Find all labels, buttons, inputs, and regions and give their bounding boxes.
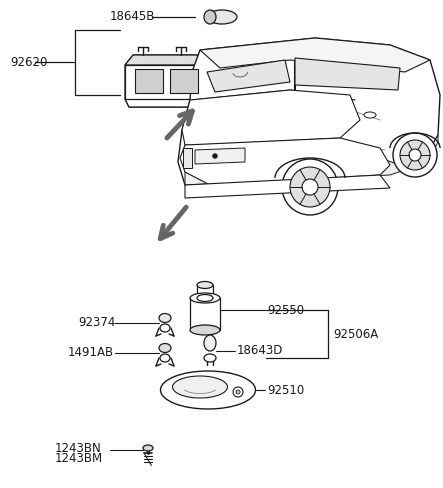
Ellipse shape <box>364 112 376 118</box>
Polygon shape <box>207 60 290 92</box>
Ellipse shape <box>143 445 153 451</box>
Ellipse shape <box>204 335 216 351</box>
Circle shape <box>282 159 338 215</box>
Text: 92374: 92374 <box>78 317 115 329</box>
Text: 92506A: 92506A <box>333 327 378 341</box>
Text: 18645B: 18645B <box>110 11 155 23</box>
Text: 92510: 92510 <box>267 384 304 396</box>
Polygon shape <box>170 69 198 93</box>
Ellipse shape <box>160 371 256 409</box>
Polygon shape <box>125 55 205 107</box>
Ellipse shape <box>159 313 171 323</box>
Polygon shape <box>180 138 390 185</box>
Circle shape <box>290 167 330 207</box>
Text: 1243BM: 1243BM <box>55 452 103 466</box>
Polygon shape <box>195 148 245 164</box>
Polygon shape <box>125 65 205 99</box>
Polygon shape <box>125 55 205 65</box>
Ellipse shape <box>197 294 213 302</box>
Ellipse shape <box>160 354 170 362</box>
Circle shape <box>213 154 217 158</box>
Ellipse shape <box>190 293 220 303</box>
Text: 1243BN: 1243BN <box>55 442 102 454</box>
Ellipse shape <box>207 10 237 24</box>
Polygon shape <box>185 135 438 185</box>
Ellipse shape <box>172 376 228 398</box>
Ellipse shape <box>204 10 216 24</box>
Circle shape <box>400 140 430 170</box>
Polygon shape <box>182 90 360 145</box>
Polygon shape <box>200 38 430 72</box>
Polygon shape <box>125 99 205 107</box>
Polygon shape <box>295 58 400 90</box>
Ellipse shape <box>159 344 171 352</box>
Ellipse shape <box>204 354 216 362</box>
Polygon shape <box>178 38 440 195</box>
Circle shape <box>236 390 240 394</box>
Text: 92550: 92550 <box>267 304 304 317</box>
Polygon shape <box>183 148 192 168</box>
Polygon shape <box>135 69 163 93</box>
Ellipse shape <box>190 325 220 335</box>
Circle shape <box>302 179 318 195</box>
Text: 92620: 92620 <box>10 56 47 68</box>
Text: 18643D: 18643D <box>237 345 284 358</box>
Ellipse shape <box>160 324 170 332</box>
Polygon shape <box>185 175 390 198</box>
Circle shape <box>393 133 437 177</box>
Circle shape <box>233 387 243 397</box>
Circle shape <box>409 149 421 161</box>
Text: 1491AB: 1491AB <box>68 346 114 360</box>
Ellipse shape <box>197 282 213 288</box>
